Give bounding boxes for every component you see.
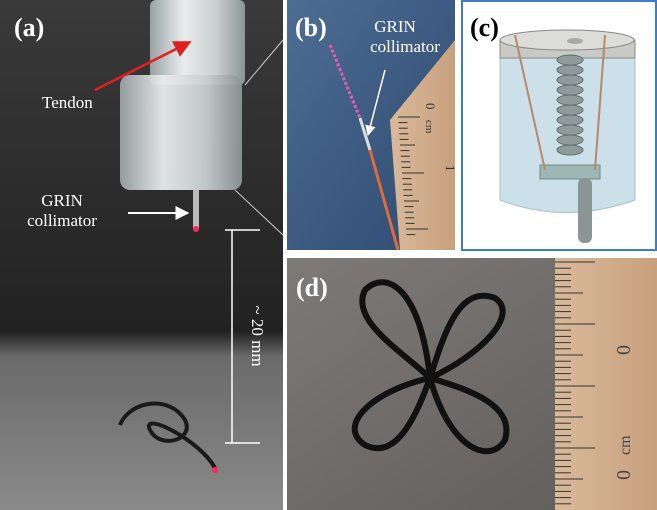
spring-coil [557, 65, 583, 75]
annotation: collimator [27, 211, 97, 230]
spring-coil [557, 135, 583, 145]
panel-a: (a) Tendon GRIN collimator ~ 20 mm [0, 0, 283, 510]
spring-coil [557, 115, 583, 125]
spring-coil [557, 105, 583, 115]
panel-c: (c) [462, 1, 656, 250]
ruler-label: cm [423, 120, 435, 134]
annotation: GRIN [41, 191, 83, 210]
spring-coil [557, 85, 583, 95]
figure: (a) Tendon GRIN collimator ~ 20 mm (b) G… [0, 0, 657, 510]
device-top [150, 0, 245, 85]
ruler-label: 1 [443, 165, 458, 172]
cap-hole [567, 38, 583, 44]
spring-coil [557, 95, 583, 105]
device-body [120, 75, 242, 190]
plate [540, 165, 600, 179]
panel-label: (a) [14, 13, 44, 42]
ruler-label: 0 [613, 345, 635, 355]
grin-collimator [193, 190, 199, 228]
laser-spot [212, 467, 218, 473]
spring-coil [557, 145, 583, 155]
ruler-label: cm [617, 435, 634, 455]
cap-top [500, 30, 634, 50]
panel-b: (b) GRIN collimator 0 cm 1 [287, 0, 458, 250]
annotation: GRIN [374, 17, 416, 36]
laser-spot [193, 226, 199, 232]
annotation: ~ 20 mm [248, 305, 267, 366]
ruler-label: 0 [423, 103, 438, 110]
spring-coil [557, 55, 583, 65]
spring-coil [557, 125, 583, 135]
panel-label: (d) [296, 273, 328, 302]
panel-label: (c) [470, 13, 499, 42]
ruler [555, 258, 657, 510]
panel-d: (d) 0 0 cm [287, 258, 657, 510]
panel-label: (b) [295, 13, 327, 42]
spring-coil [557, 75, 583, 85]
annotation: collimator [370, 37, 440, 56]
annotation: Tendon [42, 93, 93, 112]
shaft [578, 178, 592, 243]
ruler-label: 0 [613, 470, 635, 480]
